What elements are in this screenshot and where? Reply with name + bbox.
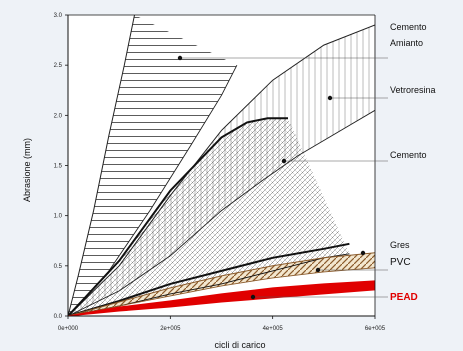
x-tick-label-0: 0e+000 xyxy=(58,326,79,332)
line-pvc-lower xyxy=(68,267,375,316)
label-pvc: PVC xyxy=(390,257,411,268)
label-cemento: Cemento xyxy=(390,150,427,160)
y-tick-label-3: 1.5 xyxy=(54,164,63,170)
line-cemento-upper xyxy=(68,117,288,316)
y-tick-label-6: 3.0 xyxy=(54,13,63,19)
line-pvc-upper xyxy=(68,252,375,316)
y-tick-label-0: 0.0 xyxy=(54,314,63,320)
marker-cemento xyxy=(281,158,287,164)
x-tick-label-3: 6e+005 xyxy=(365,326,386,332)
series-labels: Cemento Amianto Vetroresina Cemento Gres… xyxy=(390,22,436,303)
label-cemento-amianto-1: Cemento xyxy=(390,22,427,32)
label-vetroresina: Vetroresina xyxy=(390,85,436,95)
x-tick-label-2: 4e+005 xyxy=(263,326,284,332)
y-axis-title: Abrasione (mm) xyxy=(22,138,32,202)
label-gres: Gres xyxy=(390,240,410,250)
y-tick-label-4: 2.0 xyxy=(54,113,63,119)
line-pead-upper xyxy=(68,280,375,316)
band-fills xyxy=(68,15,375,316)
line-pead-lower xyxy=(68,289,375,316)
marker-cemento-amianto xyxy=(177,55,183,61)
x-axis-title: cicli di carico xyxy=(214,340,265,350)
marker-pvc xyxy=(315,267,321,273)
y-tick-label-1: 0.5 xyxy=(54,264,63,270)
band-pead xyxy=(68,280,375,316)
line-vetroresina-upper xyxy=(68,24,375,316)
marker-pead xyxy=(250,294,256,300)
y-tick-label-2: 1.0 xyxy=(54,214,63,220)
label-pead: PEAD xyxy=(390,292,418,303)
label-cemento-amianto-2: Amianto xyxy=(390,38,423,48)
y-tick-label-5: 2.5 xyxy=(54,63,63,69)
x-ticks: 0e+000 2e+005 4e+005 6e+005 xyxy=(58,316,386,332)
label-leaders xyxy=(177,55,388,300)
marker-vetroresina xyxy=(327,95,333,101)
series-lines xyxy=(68,15,375,316)
x-tick-label-1: 2e+005 xyxy=(160,326,181,332)
marker-gres xyxy=(360,250,366,256)
line-cemento-amianto-upper xyxy=(68,15,135,316)
line-gres xyxy=(68,242,350,316)
line-vetroresina-lower xyxy=(68,109,375,316)
band-cemento-amianto xyxy=(68,15,237,316)
y-ticks: 0.0 0.5 1.0 1.5 2.0 2.5 3.0 xyxy=(54,13,68,320)
